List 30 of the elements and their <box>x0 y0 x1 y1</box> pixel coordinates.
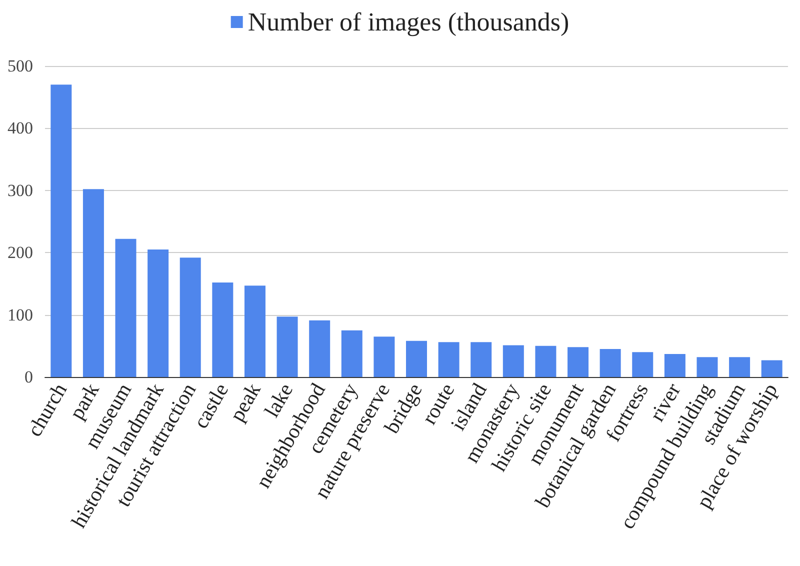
bar <box>568 347 589 377</box>
bar <box>374 336 395 377</box>
y-tick-label: 300 <box>8 180 33 200</box>
bar <box>244 286 266 377</box>
bar <box>438 342 460 377</box>
bar <box>115 238 136 377</box>
legend-label: Number of images (thousands) <box>248 8 570 36</box>
y-tick-label: 500 <box>8 56 33 76</box>
bar <box>82 189 104 377</box>
y-tick-label: 0 <box>24 368 33 386</box>
bar <box>276 316 298 377</box>
bar <box>309 320 330 377</box>
y-tick-label: 400 <box>8 118 33 138</box>
bar <box>600 349 621 377</box>
bar <box>470 342 492 377</box>
bar <box>632 352 654 377</box>
bar <box>406 340 427 377</box>
bar <box>341 330 362 377</box>
bar <box>761 360 782 377</box>
y-tick-label: 200 <box>8 243 33 262</box>
bar <box>535 346 556 377</box>
y-tick-label: 100 <box>8 305 33 324</box>
bar <box>148 249 169 377</box>
bar <box>696 357 718 377</box>
bar <box>664 354 686 377</box>
bar <box>50 84 72 377</box>
bar <box>180 258 201 377</box>
bar <box>502 345 524 377</box>
bar <box>212 282 234 377</box>
bar <box>729 357 750 377</box>
